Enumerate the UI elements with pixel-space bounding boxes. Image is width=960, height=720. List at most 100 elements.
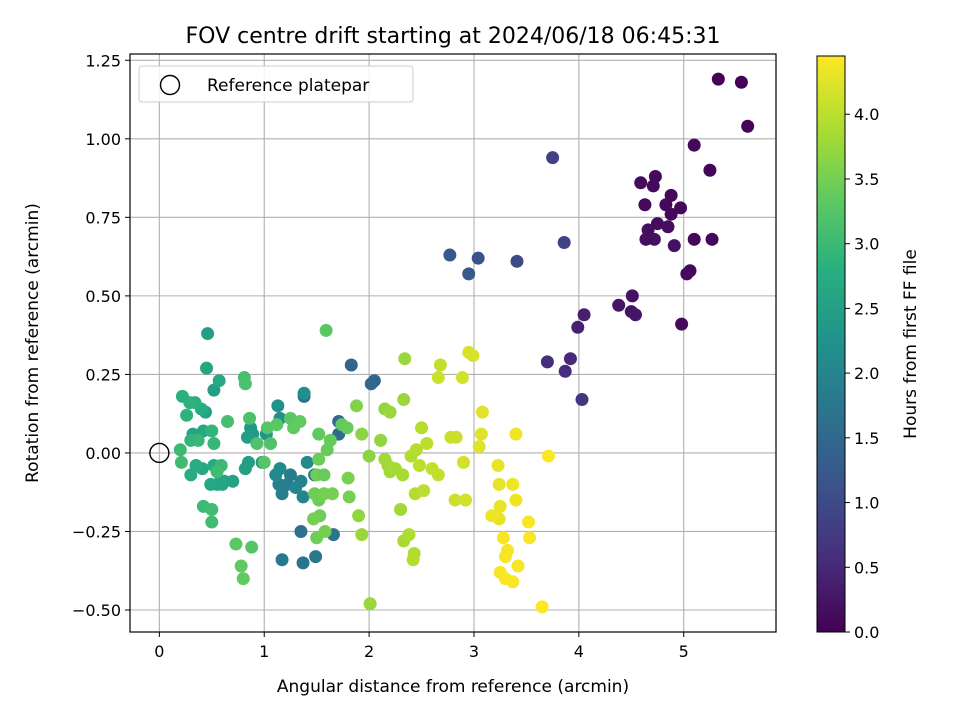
data-point [289,481,303,494]
data-point [325,487,339,501]
data-point [275,553,289,567]
y-tick-label: 1.00 [85,130,121,149]
x-tick-label: 0 [154,642,164,661]
data-point [417,484,431,498]
y-tick-label: 1.25 [85,51,121,70]
data-point [355,427,369,441]
x-tick-label: 2 [364,642,374,661]
data-point [402,528,416,542]
data-point [466,349,480,363]
data-point [309,550,323,564]
colorbar-label: Hours from first FF file [901,249,921,439]
data-point [273,462,287,476]
y-tick-label: −0.50 [72,601,121,620]
data-point [420,437,434,451]
data-point [234,559,248,573]
data-point [396,468,410,482]
data-point [341,471,355,485]
data-point [509,427,523,441]
y-axis-ticks: −0.50 −0.25 0.00 0.25 0.50 0.75 1.00 1.25 [72,51,130,620]
data-point [509,493,523,507]
data-point [687,232,701,246]
data-point [312,427,326,441]
data-point [204,477,218,491]
data-point [191,433,205,447]
data-point [184,468,198,482]
data-point [522,515,536,529]
legend: Reference platepar [138,65,414,103]
data-point [498,550,512,564]
data-point [638,198,652,212]
data-point [433,358,447,372]
data-point [540,355,554,369]
data-point [245,540,259,554]
data-point [317,468,331,482]
y-tick-label: 0.75 [85,208,121,227]
data-point [431,371,445,385]
data-point [205,502,219,516]
colorbar-tick-label: 0.5 [854,558,879,577]
data-point [510,254,524,268]
data-point [207,437,221,451]
data-point [612,298,626,312]
legend-box [138,65,414,103]
data-point [557,235,571,249]
y-tick-label: 0.50 [85,287,121,306]
data-point [523,531,537,545]
data-point [456,455,470,469]
data-point [174,455,188,469]
data-point [472,440,486,454]
data-point [485,509,499,523]
data-point [344,358,358,372]
data-point [577,308,591,322]
data-point [661,220,675,234]
data-point [200,361,214,375]
data-point [264,437,278,451]
data-point [221,415,235,429]
data-point [471,251,485,265]
y-tick-label: 0.25 [85,365,121,384]
data-point [296,490,310,504]
data-point [340,421,354,435]
data-point [575,393,589,407]
data-point [449,430,463,444]
legend-label: Reference platepar [207,76,369,96]
y-axis-label: Rotation from reference (arcmin) [23,203,43,483]
data-point [412,459,426,473]
data-point [711,72,725,86]
data-point [493,499,507,513]
y-tick-label: 0.00 [85,444,121,463]
data-point [406,553,420,567]
data-point [210,465,224,479]
data-point [363,597,377,611]
data-point [741,119,755,133]
colorbar-tick-label: 3.5 [854,170,879,189]
data-point [409,443,423,457]
data-point [201,327,215,341]
data-point [496,531,510,545]
data-point [448,493,462,507]
data-point [397,393,411,407]
data-point [307,512,321,526]
data-points [173,72,755,614]
data-point [674,201,688,215]
data-point [319,323,333,337]
data-point [455,371,469,385]
data-point [238,377,252,391]
data-point [546,151,560,165]
data-point [506,477,520,491]
data-point [459,493,473,507]
chart-title: FOV centre drift starting at 2024/06/18 … [186,24,721,49]
data-point [355,528,369,542]
grid-lines [130,54,776,632]
data-point [535,600,549,614]
data-point [541,449,555,463]
data-point [667,239,681,253]
data-point [491,459,505,473]
data-point [342,490,356,504]
colorbar-ticks: 0.0 0.5 1.0 1.5 2.0 2.5 3.0 3.5 4.0 [845,105,879,642]
data-point [250,437,264,451]
data-point [415,421,429,435]
data-point [462,267,476,281]
